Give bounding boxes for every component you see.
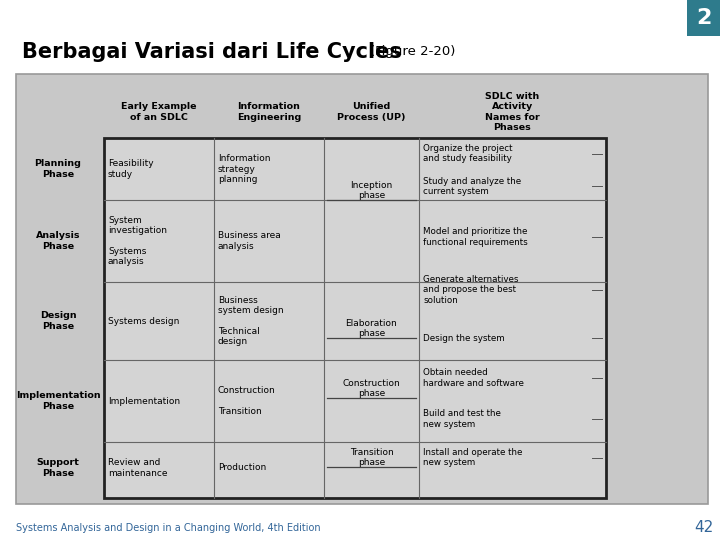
Text: Transition
phase: Transition phase: [350, 448, 393, 467]
Text: Analysis
Phase: Analysis Phase: [36, 231, 80, 251]
Text: Information
strategy
planning: Information strategy planning: [218, 154, 271, 184]
Text: 42: 42: [694, 521, 714, 536]
Text: Planning
Phase: Planning Phase: [35, 159, 81, 179]
Text: Review and
maintenance: Review and maintenance: [108, 458, 168, 478]
Text: Business
system design

Technical
design: Business system design Technical design: [218, 296, 284, 346]
Text: Elaboration
phase: Elaboration phase: [346, 319, 397, 339]
Text: Design the system: Design the system: [423, 334, 505, 343]
Text: Implementation
Phase: Implementation Phase: [16, 392, 100, 411]
Text: Inception
phase: Inception phase: [351, 181, 392, 200]
Text: Build and test the
new system: Build and test the new system: [423, 409, 501, 429]
Text: Generate alternatives
and propose the best
solution: Generate alternatives and propose the be…: [423, 275, 518, 305]
Text: Install and operate the
new system: Install and operate the new system: [423, 448, 523, 467]
Text: 2: 2: [696, 8, 711, 28]
Text: Systems design: Systems design: [108, 316, 179, 326]
Text: Model and prioritize the
functional requirements: Model and prioritize the functional requ…: [423, 227, 528, 247]
Text: (Figure 2-20): (Figure 2-20): [370, 45, 455, 58]
Text: Early Example
of an SDLC: Early Example of an SDLC: [121, 102, 197, 122]
Text: Study and analyze the
current system: Study and analyze the current system: [423, 177, 521, 196]
Bar: [16, 74, 708, 504]
Text: Obtain needed
hardware and software: Obtain needed hardware and software: [423, 368, 524, 388]
Text: Organize the project
and study feasibility: Organize the project and study feasibili…: [423, 144, 513, 163]
Text: Construction

Transition: Construction Transition: [218, 386, 276, 416]
Text: Information
Engineering: Information Engineering: [237, 102, 301, 122]
Text: Support
Phase: Support Phase: [37, 458, 79, 478]
Text: Production: Production: [218, 463, 266, 472]
Text: Unified
Process (UP): Unified Process (UP): [337, 102, 406, 122]
Text: Implementation: Implementation: [108, 396, 180, 406]
Text: System
investigation

Systems
analysis: System investigation Systems analysis: [108, 215, 167, 266]
Text: Construction
phase: Construction phase: [343, 379, 400, 399]
Bar: [687, 0, 720, 36]
Text: SDLC with
Activity
Names for
Phases: SDLC with Activity Names for Phases: [485, 92, 540, 132]
Text: Berbagai Variasi dari Life Cycles: Berbagai Variasi dari Life Cycles: [22, 42, 402, 62]
Bar: [104, 138, 606, 498]
Text: Design
Phase: Design Phase: [40, 311, 76, 330]
Text: Feasibility
study: Feasibility study: [108, 159, 153, 179]
Text: Systems Analysis and Design in a Changing World, 4th Edition: Systems Analysis and Design in a Changin…: [16, 523, 320, 533]
Text: Business area
analysis: Business area analysis: [218, 231, 281, 251]
